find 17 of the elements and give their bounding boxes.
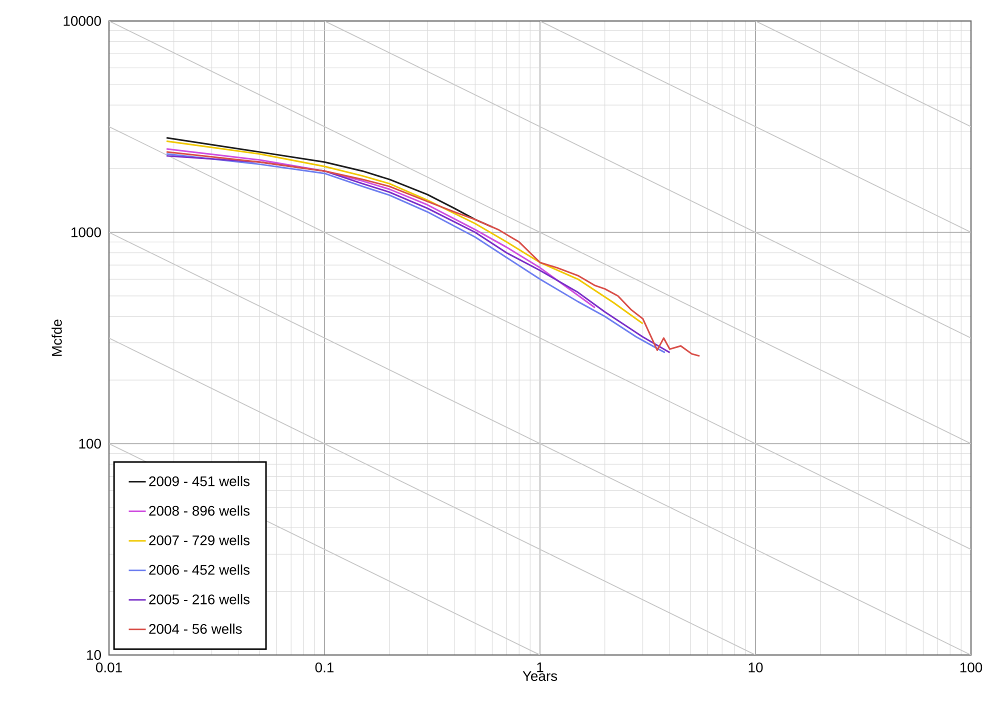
legend-label: 2008 - 896 wells: [149, 505, 250, 516]
legend-label: 2004 - 56 wells: [149, 624, 242, 634]
x-tick-label: 10: [748, 662, 763, 672]
legend-label: 2006 - 452 wells: [149, 564, 250, 575]
x-axis-title: Years: [522, 671, 558, 681]
y-axis-title: Mcfde: [52, 320, 62, 356]
y-tick-label: 100: [79, 438, 101, 449]
legend-label: 2007 - 729 wells: [149, 535, 250, 546]
x-tick-label: 0.01: [96, 662, 122, 672]
y-tick-label: 10: [87, 650, 101, 660]
legend-label: 2009 - 451 wells: [149, 476, 250, 486]
x-tick-label: 0.1: [315, 662, 334, 672]
x-tick-label: 100: [960, 662, 982, 672]
y-tick-label: 1000: [72, 227, 101, 238]
legend-label: 2005 - 216 wells: [149, 594, 250, 604]
y-tick-label: 10000: [64, 16, 101, 26]
x-tick-label: 1: [537, 662, 544, 672]
